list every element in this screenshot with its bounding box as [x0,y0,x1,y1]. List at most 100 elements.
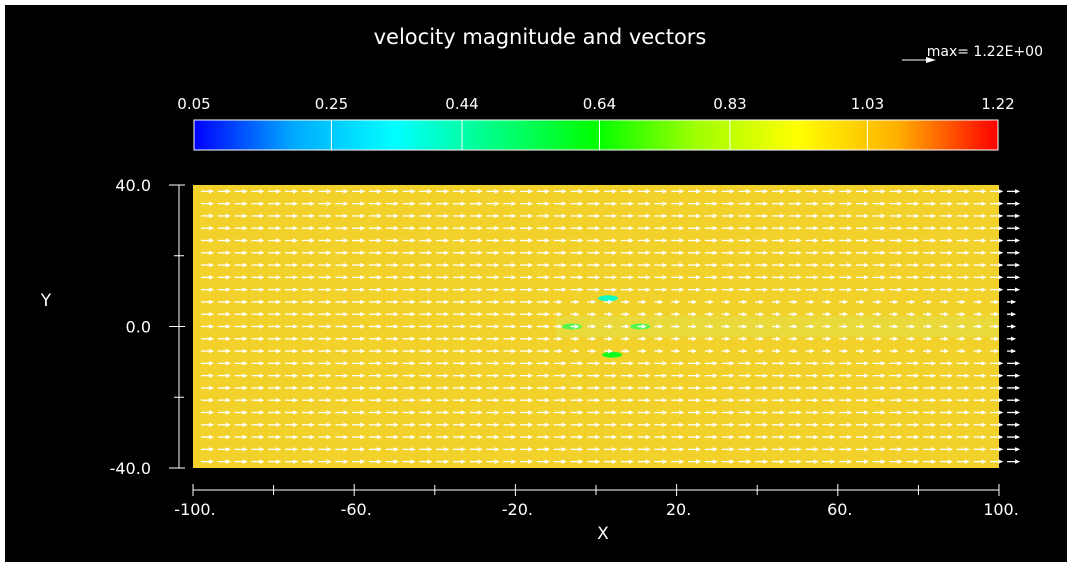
velocity-arrow-head [393,410,399,415]
velocity-arrow-head [376,238,382,243]
velocity-arrow-head [960,299,966,305]
velocity-arrow-head [612,189,618,194]
velocity-arrow-head [775,348,781,354]
velocity-arrow-head [561,434,567,440]
velocity-arrow-head [427,287,433,292]
velocity-arrow-head [561,189,567,194]
velocity-arrow-head [242,373,248,378]
velocity-arrow-head [242,299,248,305]
velocity-arrow-head [826,348,832,354]
velocity-arrow-head [343,275,349,280]
velocity-arrow-head [612,385,618,391]
velocity-arrow-head [712,275,718,280]
velocity-arrow-head [679,201,685,206]
velocity-arrow-head [427,238,433,243]
velocity-arrow-head [696,459,702,464]
velocity-arrow-head [830,422,836,427]
velocity-arrow-head [326,213,332,219]
velocity-arrow-head [225,213,231,219]
velocity-arrow-head [1015,459,1021,464]
velocity-arrow-head [847,434,853,440]
velocity-arrow-head [393,213,399,219]
velocity-arrow-head [662,275,668,280]
velocity-arrow-head [343,324,349,329]
velocity-arrow-head [410,238,416,243]
velocity-arrow-head [612,410,618,415]
velocity-arrow-head [528,361,534,366]
velocity-arrow-head [444,324,450,329]
velocity-arrow-head [460,459,466,464]
velocity-arrow-head [511,213,517,219]
velocity-arrow-head [259,250,265,255]
velocity-arrow-head [897,201,903,206]
velocity-arrow-head [393,385,399,391]
velocity-arrow-head [742,348,748,354]
velocity-arrow-head [376,262,382,268]
velocity-arrow-head [628,275,634,280]
velocity-arrow-head [729,422,735,427]
velocity-arrow-head [977,312,983,317]
velocity-arrow-head [779,410,785,415]
velocity-arrow-head [729,447,735,452]
velocity-arrow-head [578,201,584,206]
velocity-arrow-head [477,189,483,194]
velocity-arrow-head [763,398,769,403]
velocity-arrow-head [376,422,382,427]
velocity-arrow-head [209,459,215,464]
velocity-arrow-head [964,213,970,219]
velocity-arrow-head [662,398,668,403]
velocity-arrow-head [809,348,815,354]
velocity-arrow-head [612,422,618,427]
velocity-arrow-head [259,226,265,231]
velocity-arrow-head [393,336,399,341]
velocity-arrow-head [410,299,416,305]
velocity-arrow-head [360,385,366,391]
velocity-arrow-head [410,189,416,194]
velocity-arrow-head [779,189,785,194]
velocity-arrow-head [578,287,584,292]
velocity-arrow-head [641,312,647,317]
velocity-arrow-head [511,226,517,231]
velocity-arrow-head [578,226,584,231]
velocity-arrow-head [1015,373,1021,378]
velocity-arrow-head [947,361,953,366]
velocity-arrow-head [830,201,836,206]
velocity-arrow-head [343,312,349,317]
velocity-arrow-head [460,287,466,292]
velocity-arrow-head [696,189,702,194]
velocity-arrow-head [494,226,500,231]
velocity-arrow-head [863,398,869,403]
velocity-arrow-head [830,275,836,280]
velocity-arrow-head [444,385,450,391]
velocity-arrow-head [775,312,781,317]
velocity-arrow-head [309,422,315,427]
velocity-arrow-head [675,324,681,329]
velocity-arrow-head [578,250,584,255]
velocity-arrow-head [376,398,382,403]
velocity-arrow-head [729,410,735,415]
velocity-arrow-head [662,189,668,194]
velocity-arrow-head [998,361,1004,366]
velocity-arrow-head [225,373,231,378]
velocity-arrow-head [259,447,265,452]
velocity-arrow-head [360,422,366,427]
velocity-arrow-head [477,361,483,366]
velocity-arrow-head [276,361,282,366]
velocity-arrow-head [528,459,534,464]
velocity-arrow-head [511,459,517,464]
velocity-arrow-head [679,447,685,452]
velocity-arrow-head [544,447,550,452]
velocity-arrow-head [612,459,618,464]
velocity-arrow-head [746,262,752,268]
velocity-arrow-head [477,324,483,329]
velocity-arrow-head [658,312,664,317]
velocity-arrow-head [779,250,785,255]
velocity-arrow-head [460,422,466,427]
velocity-arrow-head [809,336,815,341]
velocity-arrow-head [225,189,231,194]
velocity-arrow-head [998,422,1004,427]
velocity-arrow-head [393,312,399,317]
velocity-arrow-head [696,250,702,255]
velocity-arrow-head [511,422,517,427]
velocity-arrow-head [910,324,916,329]
